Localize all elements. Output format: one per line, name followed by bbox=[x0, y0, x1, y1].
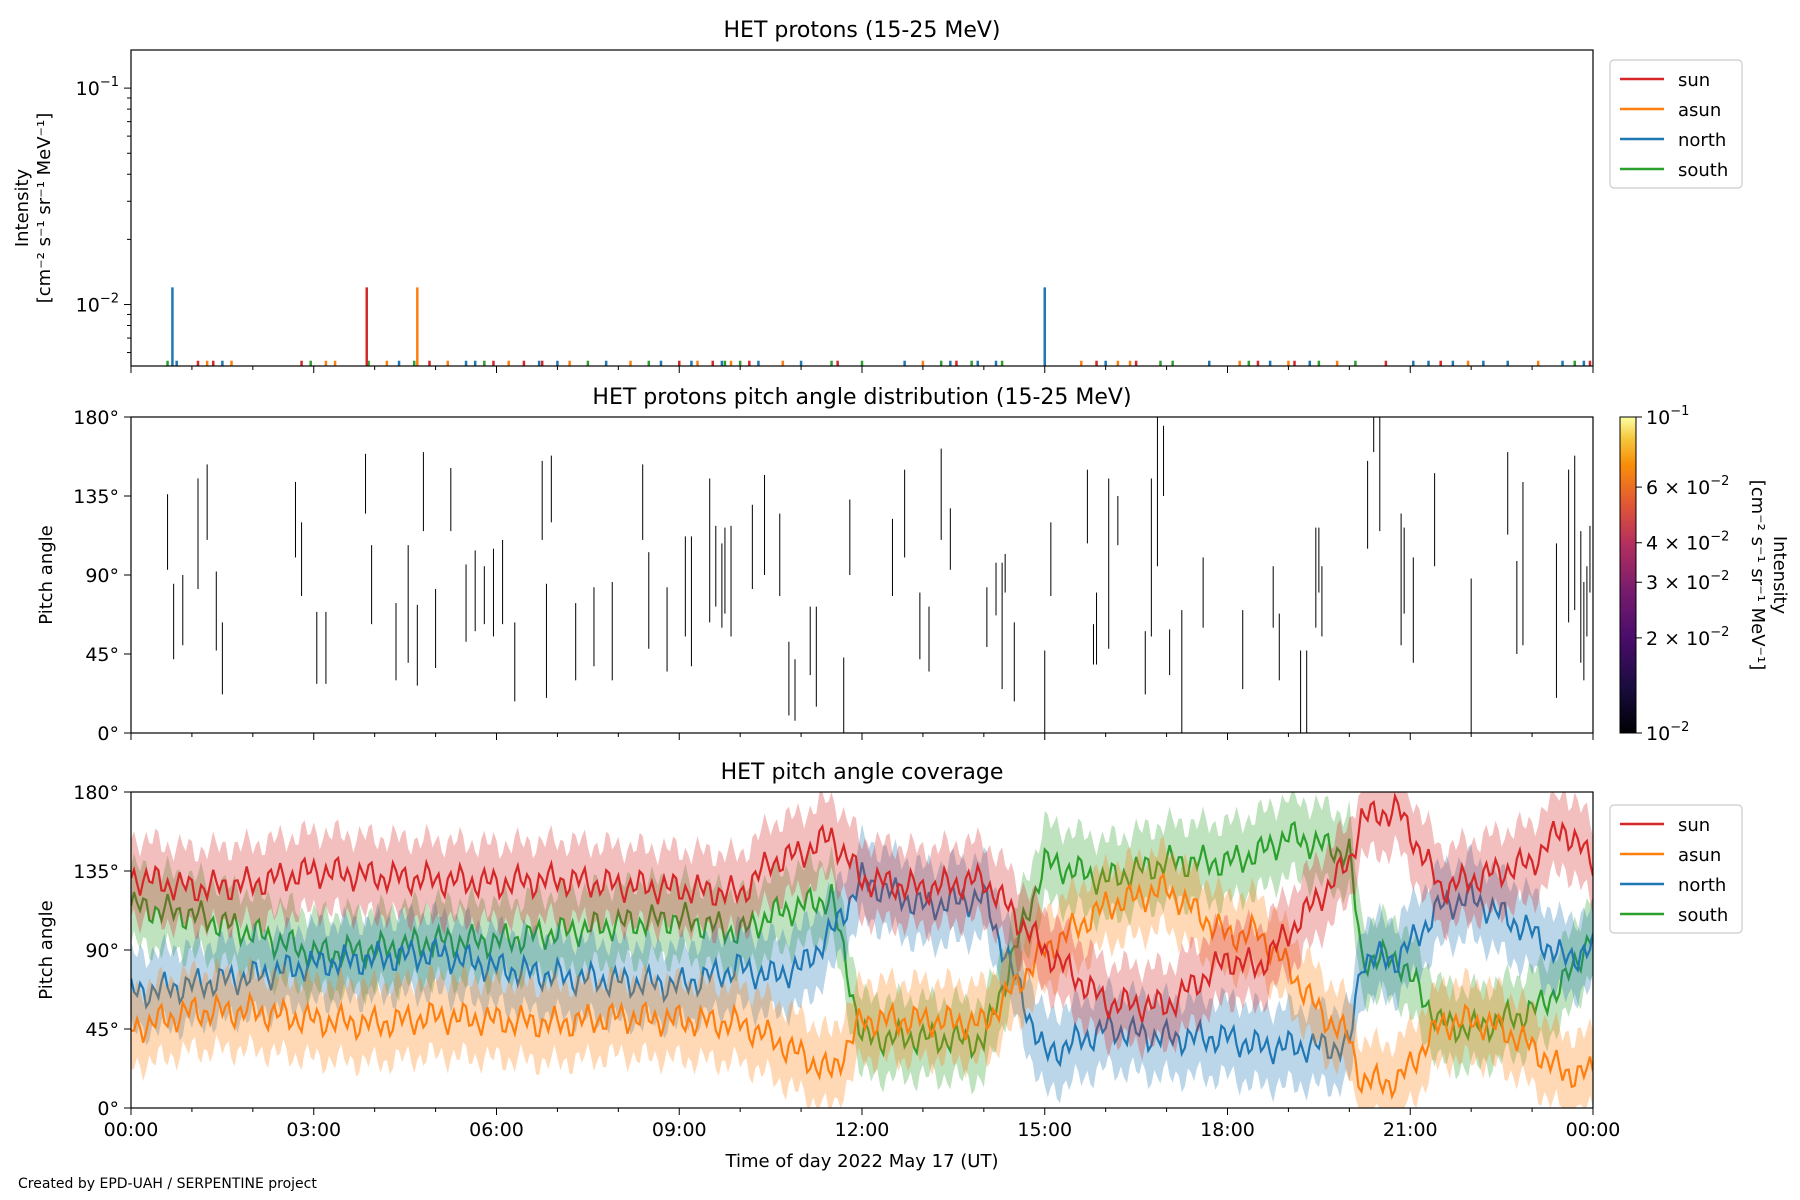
panel1-legend[interactable]: sun asun north south bbox=[1609, 59, 1743, 189]
panel1-ylabel: Intensity [cm⁻² s⁻¹ sr⁻¹ MeV⁻¹] bbox=[12, 113, 55, 304]
y-tick-label: 0° bbox=[97, 1098, 119, 1120]
panel1-ylabel-line2: [cm⁻² s⁻¹ sr⁻¹ MeV⁻¹] bbox=[34, 113, 55, 304]
panel1-title: HET protons (15-25 MeV) bbox=[724, 18, 1001, 43]
panel2-frame bbox=[130, 416, 1594, 734]
panel3-marks bbox=[131, 792, 1593, 1108]
panel-intensity: HET protons (15-25 MeV) Intensity [cm⁻² … bbox=[12, 18, 1743, 373]
panel1-marks bbox=[166, 287, 1592, 366]
panel3-frame bbox=[130, 791, 1594, 1109]
colorbar-label-line2: [cm⁻² s⁻¹ sr⁻¹ MeV⁻¹] bbox=[1747, 480, 1768, 671]
panel3-title: HET pitch angle coverage bbox=[721, 760, 1004, 785]
colorbar-tick-label-1: 6 × 10−2 bbox=[1646, 474, 1729, 499]
legend-label-sun: sun bbox=[1678, 70, 1710, 91]
panel1-ylabel-line1: Intensity bbox=[12, 168, 33, 247]
y-tick-label: 90° bbox=[85, 565, 119, 587]
legend-label-sun: sun bbox=[1678, 815, 1710, 836]
x-tick-label: 00:00 bbox=[1566, 1119, 1621, 1141]
x-tick-label: 18:00 bbox=[1200, 1119, 1255, 1141]
legend-box bbox=[1609, 804, 1743, 934]
panel3-ylabel: Pitch angle bbox=[36, 900, 57, 999]
footer-credit: Created by EPD-UAH / SERPENTINE project bbox=[18, 1176, 317, 1192]
panel2-marks bbox=[167, 417, 1591, 733]
x-tick-label: 09:00 bbox=[652, 1119, 707, 1141]
legend-label-south: south bbox=[1678, 160, 1728, 181]
panel1-xticks bbox=[130, 366, 1594, 373]
coverage-band-sun bbox=[131, 792, 1593, 1061]
panel3-legend[interactable]: sun asun north south bbox=[1609, 804, 1743, 934]
panel2-xticks bbox=[130, 733, 1594, 740]
panel1-yticks: 10−1 10−2 bbox=[76, 75, 131, 354]
panel3-xlabel: Time of day 2022 May 17 (UT) bbox=[725, 1151, 999, 1172]
x-tick-label: 12:00 bbox=[835, 1119, 890, 1141]
colorbar-label: Intensity [cm⁻² s⁻¹ sr⁻¹ MeV⁻¹] bbox=[1747, 480, 1790, 671]
colorbar-ticks: 10−1 6 × 10−2 4 × 10−2 3 × 10−2 2 × 10−2 10−2 bbox=[1636, 404, 1729, 745]
x-tick-label: 21:00 bbox=[1383, 1119, 1438, 1141]
coverage-line-sun bbox=[131, 792, 1593, 1023]
legend-label-asun: asun bbox=[1678, 100, 1721, 121]
y-tick-label: 135° bbox=[73, 486, 119, 508]
x-tick-label: 03:00 bbox=[286, 1119, 341, 1141]
legend-box bbox=[1609, 59, 1743, 189]
legend-label-south: south bbox=[1678, 905, 1728, 926]
colorbar-tick-label-0: 10−1 bbox=[1646, 404, 1689, 429]
colorbar-gradient bbox=[1619, 416, 1637, 734]
panel1-frame bbox=[130, 49, 1594, 367]
x-tick-label: 06:00 bbox=[469, 1119, 524, 1141]
panel1-ytick-label-1: 10−2 bbox=[76, 292, 119, 317]
y-tick-label: 90° bbox=[85, 940, 119, 962]
x-tick-label: 15:00 bbox=[1017, 1119, 1072, 1141]
panel2-title: HET protons pitch angle distribution (15… bbox=[592, 385, 1131, 410]
panel2-ylabel: Pitch angle bbox=[36, 525, 57, 624]
y-tick-label: 45° bbox=[85, 644, 119, 666]
y-tick-label: 180° bbox=[73, 407, 119, 429]
legend-label-asun: asun bbox=[1678, 845, 1721, 866]
coverage-band-asun bbox=[131, 836, 1593, 1108]
y-tick-label: 180° bbox=[73, 782, 119, 804]
coverage-band-north bbox=[131, 823, 1593, 1104]
y-tick-label: 45° bbox=[85, 1019, 119, 1041]
coverage-band-south bbox=[131, 792, 1593, 1095]
colorbar: 10−1 6 × 10−2 4 × 10−2 3 × 10−2 2 × 10−2 10−2… bbox=[1619, 404, 1790, 745]
panel3-xticks: 00:00 03:00 06:00 09:00 12:00 15:00 18:00 21:00… bbox=[104, 1108, 1621, 1141]
colorbar-tick-label-3: 3 × 10−2 bbox=[1646, 569, 1729, 594]
legend-label-north: north bbox=[1678, 875, 1726, 896]
colorbar-tick-label-4: 2 × 10−2 bbox=[1646, 625, 1729, 650]
legend-label-north: north bbox=[1678, 130, 1726, 151]
panel3-yticks: 0° 45° 90° 135° 180° bbox=[73, 782, 131, 1120]
coverage-line-asun bbox=[131, 872, 1593, 1100]
panel2-yticks: 0° 45° 90° 135° 180° bbox=[73, 407, 131, 745]
panel-coverage: HET pitch angle coverage Pitch angle 0° 4… bbox=[36, 760, 1743, 1172]
y-tick-label: 0° bbox=[97, 723, 119, 745]
colorbar-tick-label-2: 4 × 10−2 bbox=[1646, 530, 1729, 555]
x-tick-label: 00:00 bbox=[104, 1119, 159, 1141]
colorbar-label-line1: Intensity bbox=[1769, 536, 1790, 615]
panel-pitch-distribution: HET protons pitch angle distribution (15… bbox=[36, 385, 1790, 745]
panel1-ytick-label-0: 10−1 bbox=[76, 75, 119, 100]
colorbar-tick-label-5: 10−2 bbox=[1646, 720, 1689, 745]
y-tick-label: 135° bbox=[73, 861, 119, 883]
